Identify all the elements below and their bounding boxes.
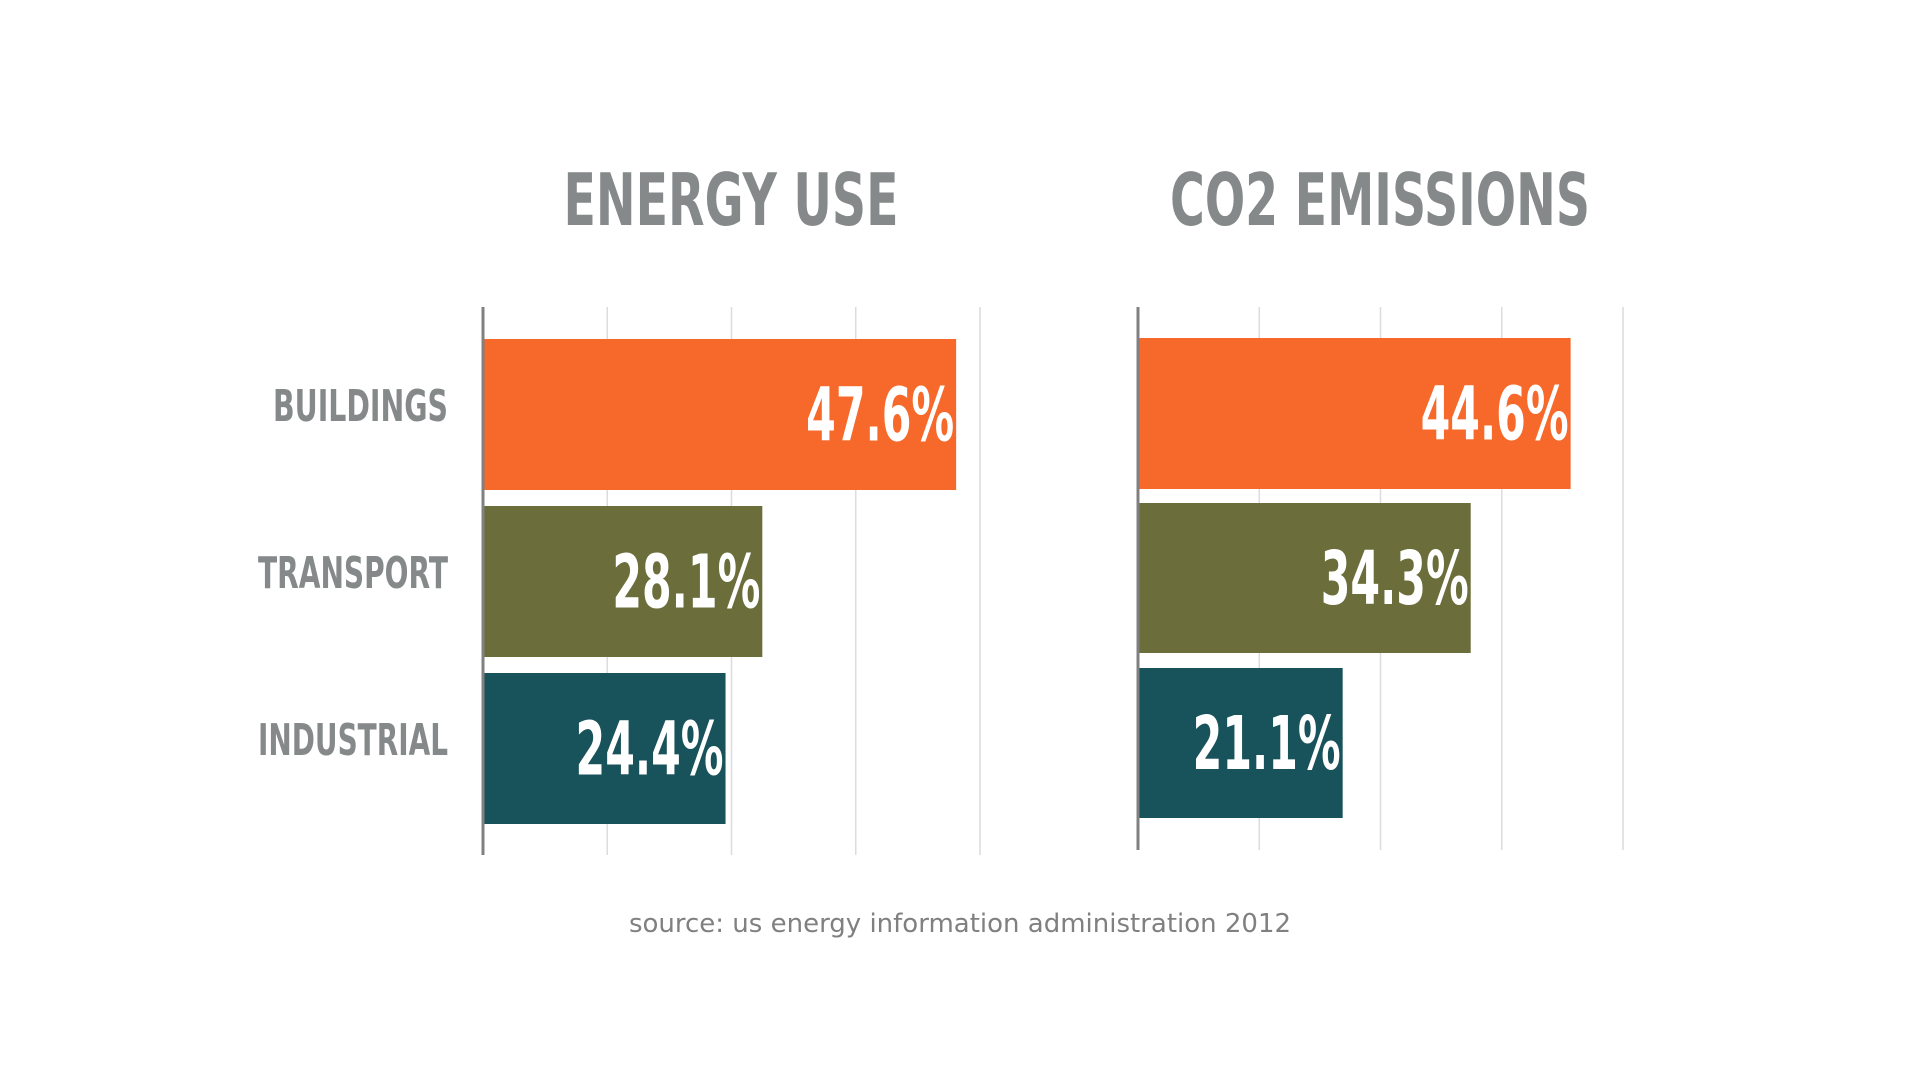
value-label: 44.6% [1421, 372, 1569, 458]
value-label: 47.6% [806, 373, 954, 459]
category-label-buildings: BUILDINGS [273, 381, 448, 432]
chart-title-co2-emissions: CO2 EMISSIONS [1170, 158, 1590, 242]
category-label-transport: TRANSPORT [258, 548, 448, 599]
bar-transport [1138, 503, 1471, 653]
value-label: 28.1% [612, 540, 760, 626]
value-label: 21.1% [1193, 701, 1341, 787]
category-label-industrial: INDUSTRIAL [258, 715, 448, 766]
bar-buildings [1138, 338, 1571, 489]
chart-marks: 47.6% 28.1% 24.4% 44.6% 34.3% 21.1% [481, 307, 1624, 855]
bar-industrial [483, 673, 726, 824]
source-note: source: us energy information administra… [629, 909, 1291, 939]
bar-industrial [1138, 668, 1343, 818]
chart-title-energy-use: ENERGY USE [564, 158, 899, 242]
value-label: 34.3% [1321, 536, 1469, 622]
value-label: 24.4% [576, 707, 724, 793]
bar-buildings [483, 339, 957, 490]
bar-transport [483, 506, 763, 657]
